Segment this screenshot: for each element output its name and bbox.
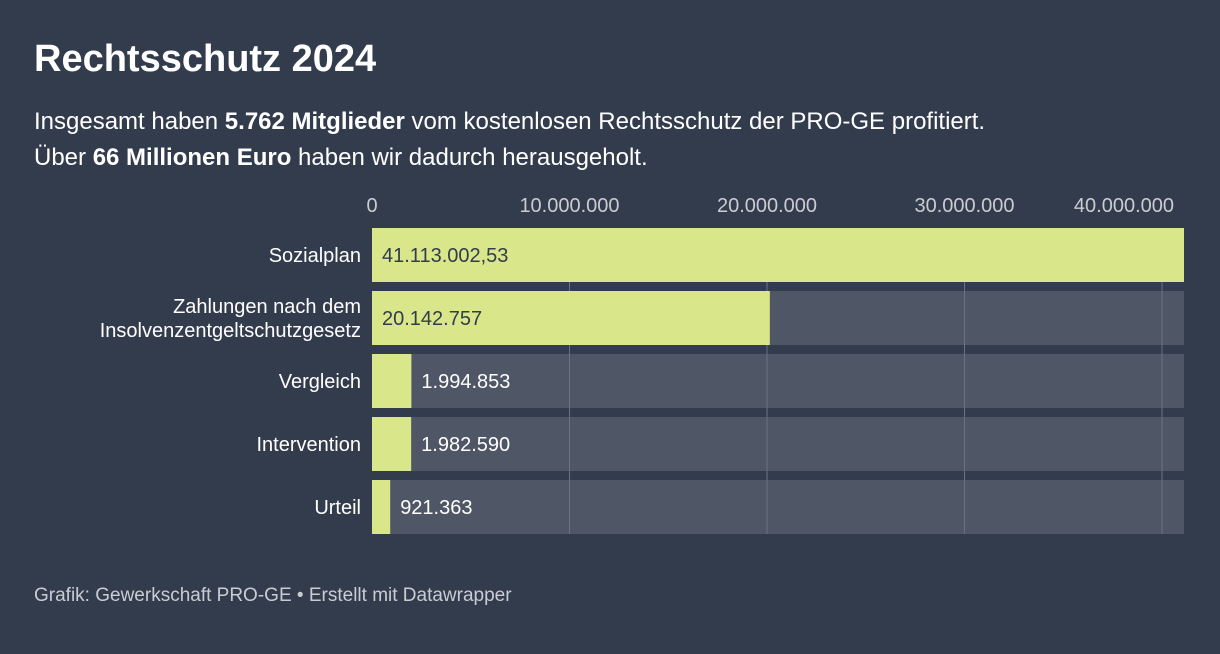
bar bbox=[372, 291, 770, 345]
chart-footer: Grafik: Gewerkschaft PRO-GE • Erstellt m… bbox=[34, 585, 512, 607]
subtitle-line-1-post: vom kostenlosen Rechtsschutz der PRO-GE … bbox=[404, 108, 986, 135]
total-amount: 66 Millionen Euro bbox=[92, 144, 292, 171]
bar bbox=[372, 417, 412, 471]
subtitle-line-1-pre: Insgesamt haben bbox=[34, 108, 225, 135]
bar-value-label: 921.363 bbox=[400, 497, 472, 519]
bar-value-label: 1.982.590 bbox=[421, 434, 510, 456]
chart-title: Rechtsschutz 2024 bbox=[34, 38, 377, 80]
x-tick-label: 10.000.000 bbox=[519, 195, 619, 217]
footer-source: Grafik: Gewerkschaft PRO-GE bbox=[34, 585, 292, 606]
x-tick-label: 20.000.000 bbox=[717, 195, 817, 217]
category-label: Zahlungen nach dem bbox=[173, 296, 361, 318]
category-label: Insolvenzentgeltschutzgesetz bbox=[100, 320, 361, 342]
member-count: 5.762 Mitglieder bbox=[224, 108, 405, 135]
category-label: Intervention bbox=[256, 434, 361, 456]
bar-track bbox=[372, 354, 1184, 408]
bar-value-label: 41.113.002,53 bbox=[382, 245, 508, 267]
x-tick-label: 0 bbox=[366, 195, 377, 217]
bar bbox=[372, 480, 391, 534]
bar bbox=[372, 354, 412, 408]
category-label: Sozialplan bbox=[269, 245, 361, 267]
bar-chart: 0 10.000.000 20.000.000 30.000.000 40.000.00… bbox=[100, 195, 1184, 534]
subtitle-line-2-pre: Über bbox=[34, 144, 93, 171]
subtitle-line-2-post: haben wir dadurch herausgeholt. bbox=[291, 144, 648, 171]
footer-separator: • bbox=[296, 585, 304, 606]
subtitle-line-1: Insgesamt haben 5.762 Mitglieder vom kos… bbox=[34, 104, 1194, 140]
bar bbox=[372, 228, 1184, 282]
bar-value-label: 1.994.853 bbox=[421, 371, 510, 393]
x-tick-label: 40.000.000 bbox=[1074, 195, 1174, 217]
subtitle-line-2: Über 66 Millionen Euro haben wir dadurch… bbox=[34, 140, 1194, 176]
footer-credit: Erstellt mit Datawrapper bbox=[308, 585, 512, 606]
chart-subtitle: Insgesamt haben 5.762 Mitglieder vom kos… bbox=[34, 104, 1194, 176]
category-label: Urteil bbox=[314, 497, 361, 519]
bar-track bbox=[372, 417, 1184, 471]
x-tick-label: 30.000.000 bbox=[914, 195, 1014, 217]
bar-track bbox=[372, 480, 1184, 534]
category-label: Vergleich bbox=[279, 371, 361, 393]
bar-value-label: 20.142.757 bbox=[382, 308, 482, 330]
